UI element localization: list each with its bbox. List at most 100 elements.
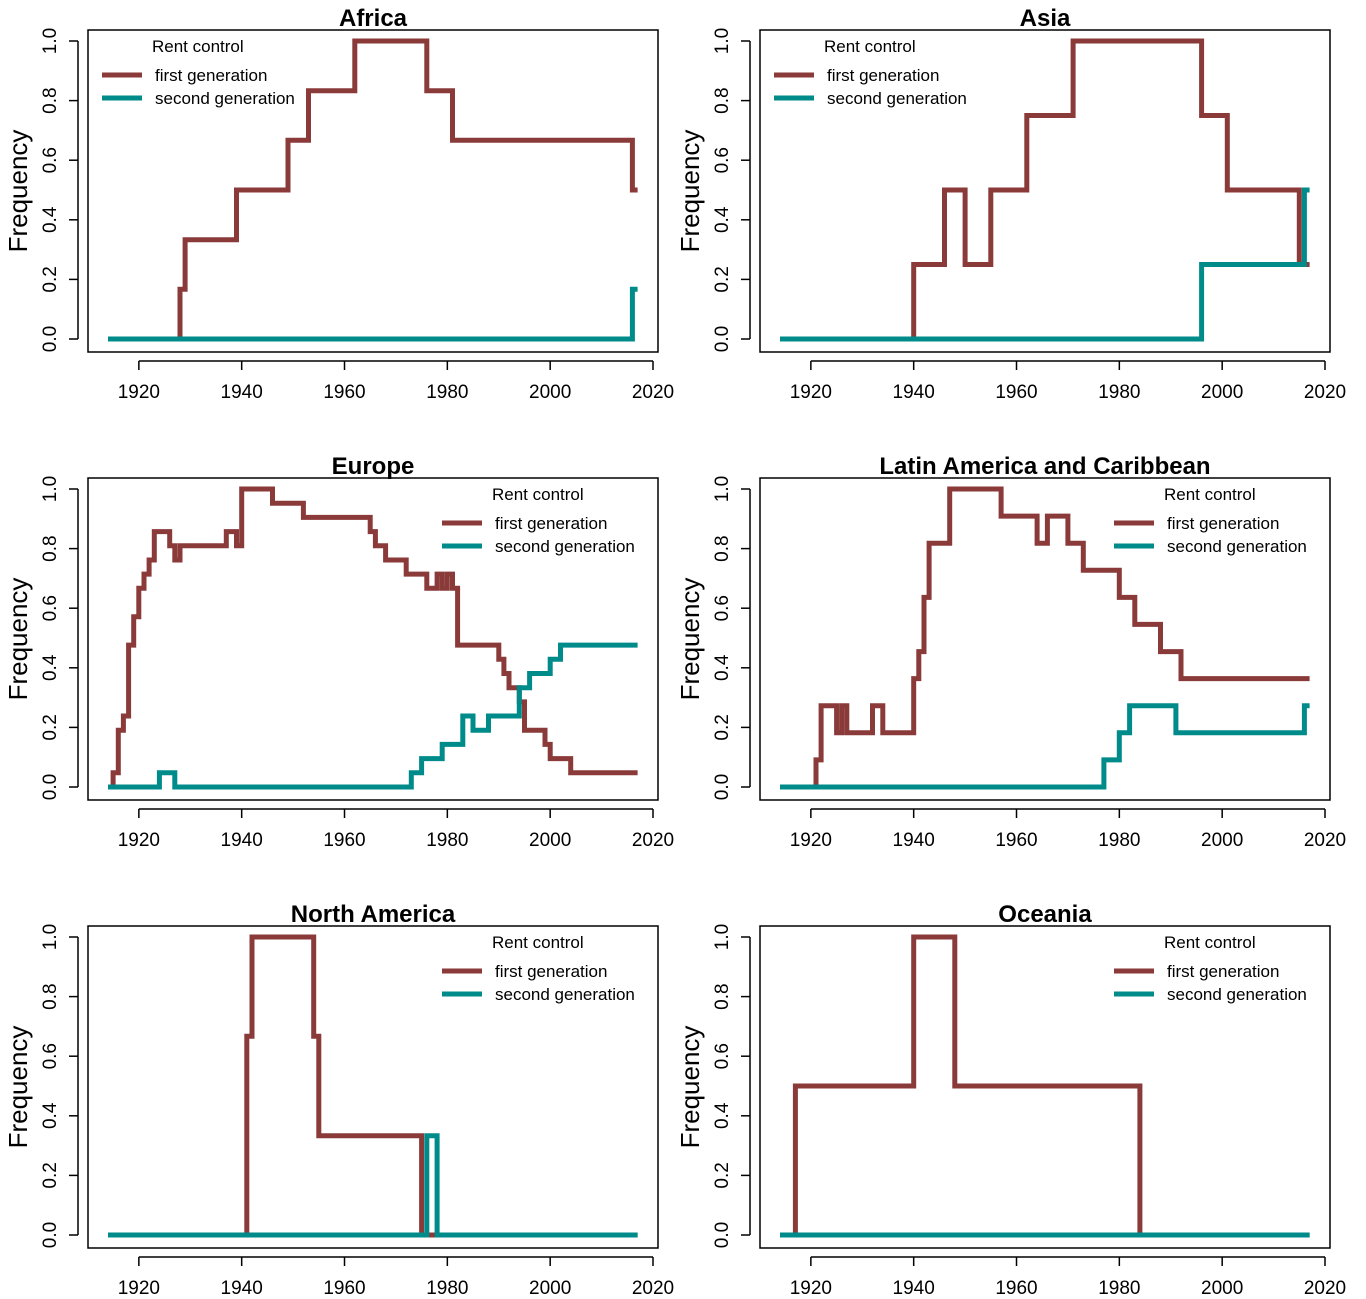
y-tick-label: 1.0 [40,924,61,950]
x-tick-label: 2000 [1201,1278,1243,1299]
x-tick-label: 2020 [1304,830,1346,851]
series-line-first-generation [780,934,1310,1238]
legend-entry-second-generation: second generation [495,537,635,556]
x-tick-label: 1920 [118,1278,160,1299]
y-tick-label: 0.0 [40,326,61,352]
x-tick-label: 1940 [893,830,935,851]
chart-panel-asia: Asia 1920 1940 1960 1980 2000 2020 0.0 0.2 0.4 0.6… [675,5,1346,403]
legend-title: Rent control [152,37,244,56]
legend-entry-first-generation: first generation [495,962,607,981]
y-tick-label: 0.0 [712,1222,733,1248]
series-line-second-generation [108,642,638,790]
series-line-first-generation [780,486,1310,790]
x-tick-label: 1980 [1098,382,1140,403]
chart-title: Europe [332,453,415,480]
legend: Rent control first generation second gener… [1114,485,1307,556]
y-tick-label: 0.2 [40,266,61,292]
y-tick-label: 0.8 [40,87,61,113]
x-tick-label: 2020 [632,382,674,403]
y-tick-label: 0.8 [40,983,61,1009]
y-tick-label: 0.6 [712,595,733,621]
legend-entry-first-generation: first generation [1167,514,1279,533]
x-tick-label: 2020 [632,830,674,851]
y-tick-label: 0.2 [40,714,61,740]
legend: Rent control first generation second gener… [442,485,635,556]
y-tick-label: 1.0 [40,476,61,502]
y-tick-label: 0.6 [40,1043,61,1069]
legend: Rent control first generation second gener… [442,933,635,1004]
x-tick-label: 1960 [995,830,1037,851]
y-tick-label: 0.0 [40,1222,61,1248]
series-line-first-generation [108,486,638,790]
series-line-first-generation [108,934,638,1238]
legend-entry-first-generation: first generation [495,514,607,533]
y-tick-label: 0.6 [40,147,61,173]
legend-entry-second-generation: second generation [495,985,635,1004]
y-axis-label: Frequency [675,130,705,253]
chart-panel-latin-america-and-caribbean: Latin America and Caribbean 1920 1940 1960 1… [675,453,1346,851]
x-tick-label: 1940 [221,830,263,851]
plot-frame [87,29,659,353]
y-tick-label: 0.4 [712,206,733,233]
x-tick-label: 1980 [1098,1278,1140,1299]
x-tick-label: 2000 [529,1278,571,1299]
y-axis-label: Frequency [675,578,705,701]
x-tick-label: 1920 [118,830,160,851]
legend-entry-first-generation: first generation [827,66,939,85]
y-tick-label: 0.4 [40,206,61,233]
x-tick-label: 2000 [1201,830,1243,851]
plot-frame [87,477,659,801]
y-axis-label: Frequency [3,1026,33,1149]
y-tick-label: 0.8 [712,87,733,113]
y-tick-label: 0.2 [712,266,733,292]
y-tick-label: 0.0 [712,326,733,352]
x-tick-label: 1960 [995,1278,1037,1299]
x-tick-label: 1940 [893,1278,935,1299]
series-line-second-generation [780,703,1310,790]
y-tick-label: 0.8 [40,535,61,561]
chart-title: Africa [339,5,408,32]
x-tick-label: 2000 [529,830,571,851]
y-tick-label: 0.0 [40,774,61,800]
x-tick-label: 1920 [790,1278,832,1299]
chart-panel-europe: Europe 1920 1940 1960 1980 2000 2020 0.0 0.2 0.4 0… [3,453,674,851]
x-tick-label: 1920 [790,830,832,851]
x-tick-label: 1980 [426,830,468,851]
legend-entry-second-generation: second generation [1167,537,1307,556]
y-tick-label: 0.6 [712,147,733,173]
chart-title: Asia [1020,5,1071,32]
legend-entry-second-generation: second generation [1167,985,1307,1004]
series-line-second-generation [108,286,638,342]
y-tick-label: 0.4 [712,1102,733,1129]
legend-entry-first-generation: first generation [155,66,267,85]
plot-frame [759,29,1331,353]
x-tick-label: 1960 [995,382,1037,403]
legend: Rent control first generation second gener… [774,37,967,108]
legend-entry-second-generation: second generation [155,89,295,108]
legend-title: Rent control [1164,933,1256,952]
y-tick-label: 0.8 [712,983,733,1009]
chart-panel-africa: Africa 1920 1940 1960 1980 2000 2020 0.0 0.2 0.4 0… [3,5,674,403]
chart-title: Oceania [998,901,1092,928]
plot-frame [759,477,1331,801]
series-line-second-generation [108,1133,638,1238]
x-tick-label: 1920 [118,382,160,403]
series-line-second-generation [780,187,1310,342]
legend-entry-first-generation: first generation [1167,962,1279,981]
series-line-first-generation [780,38,1310,342]
chart-title: Latin America and Caribbean [879,453,1210,480]
plot-frame [759,925,1331,1249]
y-axis-label: Frequency [675,1026,705,1149]
x-tick-label: 1940 [893,382,935,403]
legend: Rent control first generation second gener… [102,37,295,108]
y-tick-label: 1.0 [712,476,733,502]
y-axis-label: Frequency [3,130,33,253]
chart-title: North America [291,901,456,928]
legend: Rent control first generation second gener… [1114,933,1307,1004]
legend-title: Rent control [824,37,916,56]
legend-title: Rent control [1164,485,1256,504]
legend-entry-second-generation: second generation [827,89,967,108]
y-tick-label: 0.6 [712,1043,733,1069]
x-tick-label: 1940 [221,382,263,403]
